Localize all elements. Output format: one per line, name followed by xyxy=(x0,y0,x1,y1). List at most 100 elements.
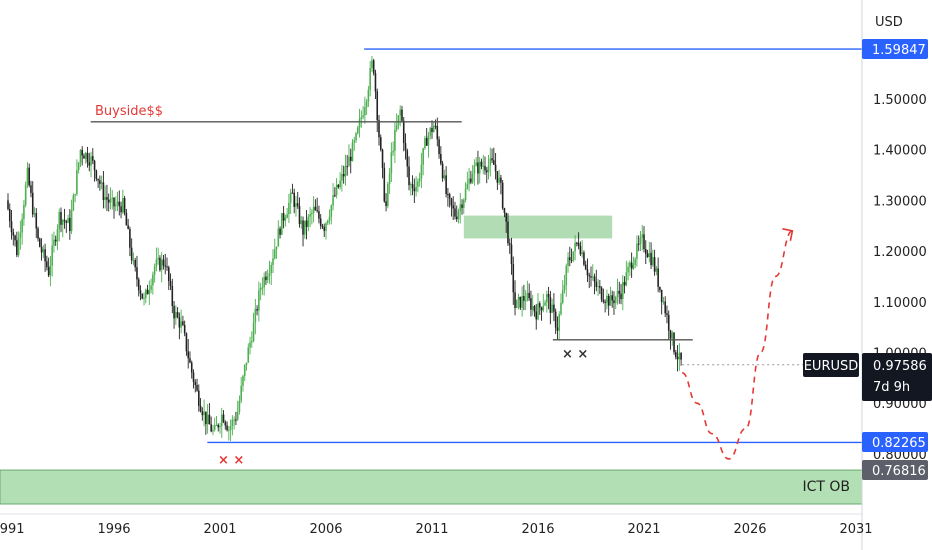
candle xyxy=(673,331,675,355)
candle xyxy=(65,219,68,233)
time-tick-label: 2001 xyxy=(203,522,236,537)
candle xyxy=(360,110,363,128)
candle xyxy=(236,400,239,421)
candle xyxy=(220,407,223,438)
candle xyxy=(464,182,467,203)
price-tick-label: 1.40000 xyxy=(873,144,927,159)
time-axis-ticks[interactable]: 1991 1996 2001 2006 2011 2016 2021 2026 2031 xyxy=(0,522,873,537)
candle xyxy=(569,246,571,267)
candle xyxy=(252,312,255,343)
candle xyxy=(76,159,78,196)
candle xyxy=(385,193,387,212)
candle xyxy=(341,164,343,192)
candle xyxy=(636,235,638,267)
candle xyxy=(591,264,594,281)
candle xyxy=(537,293,539,321)
candle xyxy=(675,349,677,360)
time-tick-label: 2016 xyxy=(521,522,554,537)
candle xyxy=(353,136,356,151)
candle xyxy=(118,190,121,216)
forecast-path xyxy=(681,230,793,460)
candle xyxy=(175,305,177,325)
candle xyxy=(489,147,492,177)
candle xyxy=(618,281,621,304)
candle xyxy=(291,183,294,194)
price-tick-label: 1.50000 xyxy=(873,93,927,108)
candle xyxy=(167,265,170,291)
candle xyxy=(590,266,592,287)
candle xyxy=(519,296,522,310)
candle xyxy=(337,184,340,189)
candle xyxy=(54,235,57,246)
price-tick-label: 1.30000 xyxy=(873,194,927,209)
candle xyxy=(364,96,366,124)
candle xyxy=(493,147,495,165)
candle xyxy=(512,256,515,305)
candle xyxy=(61,218,64,238)
candle xyxy=(388,167,391,195)
low-price-badge xyxy=(862,432,928,452)
candle xyxy=(355,131,357,143)
candle xyxy=(549,290,552,325)
candle xyxy=(148,280,151,305)
candle xyxy=(457,208,460,224)
price-axis[interactable] xyxy=(863,0,932,550)
candle xyxy=(551,298,553,314)
candle xyxy=(213,417,216,432)
symbol-badge[interactable] xyxy=(803,353,859,377)
candles-group xyxy=(7,55,682,442)
candle xyxy=(8,203,11,228)
candle xyxy=(344,154,347,186)
candle xyxy=(505,212,507,233)
candle xyxy=(531,294,534,316)
candle xyxy=(63,208,66,229)
candle xyxy=(114,196,117,212)
candle xyxy=(189,351,191,364)
candle xyxy=(346,155,348,176)
candle xyxy=(243,364,246,382)
candle xyxy=(609,286,612,306)
candle xyxy=(72,193,75,212)
candle xyxy=(418,172,421,187)
candle xyxy=(258,281,260,322)
candle xyxy=(634,257,636,269)
price-tick-label: 1.20000 xyxy=(873,245,927,260)
candle xyxy=(298,197,301,228)
candle xyxy=(325,221,327,240)
candle xyxy=(399,105,401,127)
candle xyxy=(307,214,310,232)
candle xyxy=(70,199,73,234)
candle xyxy=(245,362,248,371)
supply-zone xyxy=(463,215,613,239)
candle xyxy=(410,181,412,196)
candle xyxy=(376,88,379,133)
candle xyxy=(528,283,530,301)
candle xyxy=(295,195,297,217)
candle xyxy=(266,269,269,284)
candle xyxy=(576,241,578,247)
candle xyxy=(627,262,629,281)
candle xyxy=(159,255,161,272)
candle xyxy=(92,148,94,165)
candle xyxy=(77,161,80,174)
candle xyxy=(53,231,55,253)
candle xyxy=(312,196,315,223)
candle xyxy=(231,415,234,436)
candle xyxy=(56,224,59,251)
candle xyxy=(97,178,99,188)
candle xyxy=(254,298,257,335)
candle xyxy=(79,149,82,167)
candle xyxy=(122,189,124,215)
candle xyxy=(109,187,112,210)
candle xyxy=(637,235,640,252)
time-tick-label: 2006 xyxy=(309,522,342,537)
candle xyxy=(21,213,23,245)
candle xyxy=(643,226,645,253)
candle xyxy=(641,225,644,251)
candle xyxy=(127,218,129,230)
candle xyxy=(583,250,585,267)
candle xyxy=(351,138,354,162)
candle xyxy=(145,288,147,304)
candle xyxy=(339,172,341,190)
